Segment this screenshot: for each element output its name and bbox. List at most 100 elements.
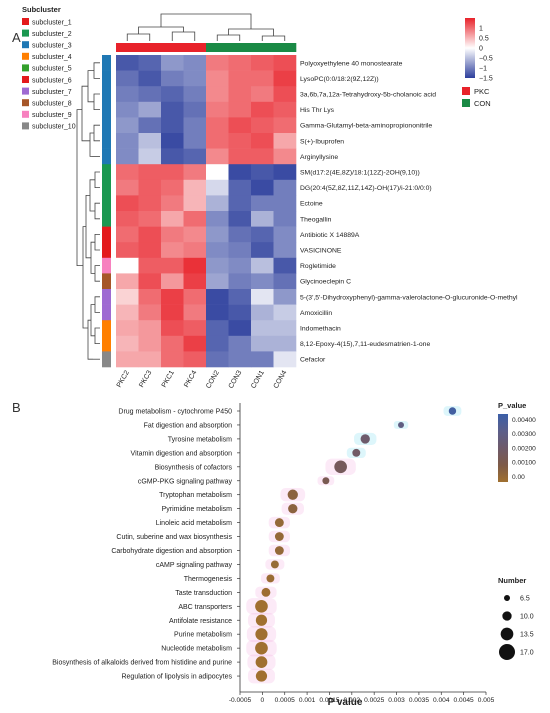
heatmap-cell — [183, 289, 207, 305]
heatmap-row-label: Glycinoeclepin C — [300, 279, 351, 286]
heatmap-cell — [116, 55, 139, 71]
subcluster-legend-label: subcluster_7 — [32, 89, 72, 96]
heatmap-cell — [183, 195, 207, 212]
heatmap-cell — [161, 164, 184, 181]
group-bar-cell — [138, 43, 162, 52]
bubble-point — [334, 460, 347, 474]
heatmap-cell — [251, 351, 274, 368]
heatmap-cell — [116, 179, 139, 196]
heatmap-cell — [161, 335, 184, 352]
heatmap-cell — [273, 351, 297, 368]
dendrogram-branch — [126, 33, 151, 41]
heatmap-cell — [206, 117, 229, 134]
heatmap-column-label: PKC4 — [183, 369, 198, 388]
heatmap-cell — [138, 273, 162, 290]
heatmap-cell — [116, 351, 139, 368]
subcluster-bar-cell — [102, 226, 111, 243]
subcluster-legend-swatch — [22, 41, 29, 49]
heatmap-cell — [251, 226, 274, 243]
bubble-x-tick-label: 0.0015 — [319, 697, 340, 704]
heatmap-cell — [228, 320, 252, 337]
number-legend-circle — [502, 611, 512, 621]
dendrogram-branch — [93, 124, 100, 142]
bubble-point — [255, 628, 268, 641]
heatmap-cell — [183, 211, 207, 227]
heatmap-cell — [206, 164, 229, 181]
heatmap-cell — [116, 242, 139, 259]
bubble-x-tick-label: -0.0005 — [229, 697, 252, 704]
heatmap-cell — [138, 117, 162, 134]
bubble-category-label: Regulation of lipolysis in adipocytes — [121, 674, 232, 681]
heatmap-cell — [183, 273, 207, 290]
heatmap-cell — [251, 133, 274, 149]
subcluster-bar-cell — [102, 304, 111, 321]
number-legend-title: Number — [498, 576, 526, 585]
heatmap-cell — [116, 211, 139, 227]
heatmap-cell — [228, 273, 252, 290]
bubble-category-label: cGMP-PKG signaling pathway — [138, 478, 233, 485]
heatmap-cell — [116, 164, 139, 181]
bubble-point — [274, 532, 284, 541]
dendrogram-branch — [138, 26, 184, 34]
bubble-point — [255, 614, 268, 626]
heatmap-cell — [273, 164, 297, 181]
subcluster-legend-label: subcluster_2 — [32, 31, 72, 38]
dendrogram-branch — [94, 171, 100, 188]
bubble-category-label: Pyrimidine metabolism — [162, 506, 233, 513]
heatmap-column-label: PKC1 — [161, 369, 176, 388]
heatmap-cell — [161, 101, 184, 118]
heatmap-cell — [273, 242, 297, 259]
heatmap-cell — [273, 257, 297, 274]
group-legend-swatch — [462, 99, 470, 107]
bubble-x-tick-label: 0.0025 — [364, 697, 385, 704]
subcluster-bar-cell — [102, 164, 111, 181]
bubble-category-label: Fat digestion and absorption — [144, 422, 232, 429]
bubble-x-tick-label: 0.0035 — [409, 697, 430, 704]
heatmap-cell — [228, 101, 252, 118]
number-legend-circle — [504, 595, 510, 601]
subcluster-legend-swatch — [22, 76, 29, 83]
heatmap-row-label: Polyoxyethylene 40 monostearate — [300, 60, 403, 67]
heatmap-cell — [206, 86, 229, 103]
heatmap-colorbar: 1 0.5 0 −0.5 −1 −1.5 — [465, 18, 493, 83]
dendrogram-branch — [90, 304, 95, 337]
subcluster-bar-cell — [102, 195, 111, 212]
colorbar-tick-label: 0.5 — [479, 36, 489, 43]
heatmap-cell — [183, 351, 207, 368]
group-legend-swatch — [462, 87, 470, 95]
number-legend-label: 17.0 — [520, 650, 534, 657]
bubble-category-label: Linoleic acid metabolism — [156, 520, 232, 527]
heatmap-cell — [251, 211, 274, 227]
number-legend-circle — [500, 627, 514, 641]
heatmap-cell — [206, 101, 229, 118]
heatmap-cell — [161, 226, 184, 243]
heatmap-cell — [228, 70, 252, 87]
bubble-category-label: Biosynthesis of cofactors — [155, 464, 233, 471]
colorbar-tick-label: −0.5 — [479, 56, 493, 63]
bubble-x-tick-label: 0.005 — [478, 697, 495, 704]
heatmap-cell — [138, 148, 162, 165]
heatmap-cell — [273, 304, 297, 321]
heatmap-cell — [138, 335, 162, 352]
heatmap-cell — [116, 86, 139, 103]
colorbar-tick-label: −1 — [479, 66, 487, 73]
subcluster-legend-label: subcluster_5 — [32, 66, 72, 73]
bubble-category-label: Taste transduction — [175, 590, 232, 597]
heatmap-cell — [228, 289, 252, 305]
heatmap-cell — [206, 70, 229, 87]
subcluster-bar-cell — [102, 117, 111, 134]
dendrogram-branch — [89, 132, 94, 157]
subcluster-legend-label: subcluster_1 — [32, 19, 72, 26]
heatmap-cell — [228, 179, 252, 196]
subcluster-legend-title: Subcluster — [22, 5, 61, 14]
heatmap-cell — [251, 257, 274, 274]
group-bar-cell — [183, 43, 207, 52]
bubble-point — [274, 546, 284, 555]
bubble-point — [448, 407, 457, 415]
heatmap-cell — [138, 70, 162, 87]
dendrogram-branch — [81, 85, 90, 142]
heatmap-row-label: Indomethacin — [300, 326, 341, 333]
heatmap-cell — [138, 320, 162, 337]
heatmap-cell — [273, 179, 297, 196]
